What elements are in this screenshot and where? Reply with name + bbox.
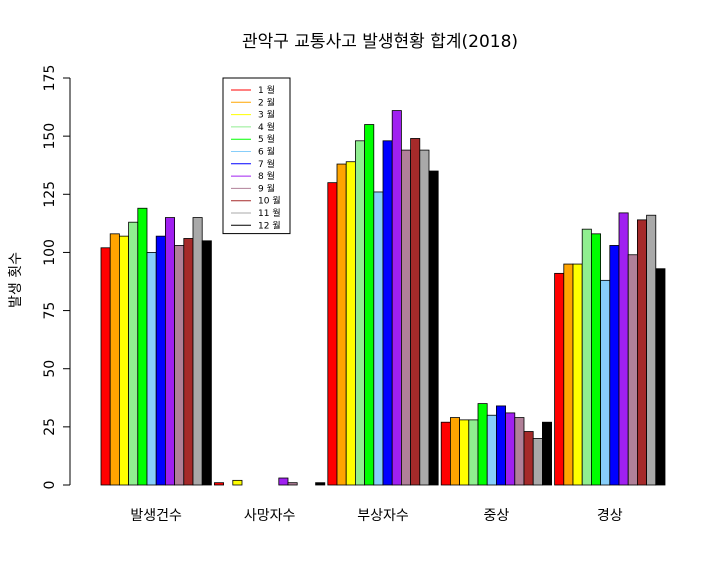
bar	[354, 140, 365, 486]
bar	[646, 214, 657, 486]
bar	[591, 233, 602, 486]
bar	[164, 217, 175, 486]
x-category-label: 경상	[597, 508, 623, 524]
legend-entry: 12 월	[258, 219, 281, 231]
y-tick-label: 50	[42, 360, 58, 378]
x-category-label: 부상자수	[357, 508, 409, 524]
bar	[609, 245, 620, 486]
bar	[486, 414, 497, 486]
bar	[327, 182, 338, 486]
bar	[213, 482, 224, 486]
bar	[382, 140, 393, 486]
x-axis-labels: 발생건수 사망자수 부상자수 중상 경상	[130, 508, 622, 524]
bar	[146, 252, 157, 486]
y-tick-label: 150	[42, 123, 58, 150]
bar	[655, 268, 666, 486]
bar	[637, 219, 648, 486]
legend-entry: 9 월	[258, 182, 275, 194]
y-tick-label: 125	[42, 181, 58, 208]
bar	[192, 217, 203, 486]
bar	[449, 417, 460, 486]
legend-entry: 5 월	[258, 133, 275, 145]
y-axis-label: 발생 횟수	[8, 252, 24, 308]
bar	[563, 263, 574, 486]
bars	[100, 110, 666, 486]
bar	[336, 163, 347, 486]
bar	[419, 149, 430, 486]
bar	[468, 419, 479, 486]
legend-entry: 10 월	[258, 195, 281, 207]
bar	[400, 149, 411, 486]
chart-title: 관악구 교통사고 발생현황 합계(2018)	[242, 32, 518, 52]
x-category-label: 발생건수	[130, 508, 182, 524]
legend-entry: 3 월	[258, 109, 275, 121]
bar	[278, 477, 289, 486]
bar	[428, 170, 439, 486]
bar	[532, 438, 543, 486]
bar	[505, 412, 516, 486]
legend-entry: 2 월	[258, 96, 275, 108]
legend-entry: 1 월	[258, 84, 275, 96]
bar	[109, 233, 120, 486]
bar	[364, 124, 375, 486]
bar	[137, 207, 148, 486]
bar	[201, 240, 212, 486]
bar	[618, 212, 629, 486]
bar	[600, 279, 611, 486]
legend: 1 월2 월3 월4 월5 월6 월7 월8 월9 월10 월11 월12 월	[222, 77, 291, 235]
legend-entry: 11 월	[258, 207, 281, 219]
bar	[315, 482, 326, 486]
bar	[174, 245, 185, 486]
y-tick-label: 25	[42, 418, 58, 436]
bar	[572, 263, 583, 486]
legend-entry: 6 월	[258, 146, 275, 158]
y-tick-label: 100	[42, 239, 58, 266]
bar	[459, 419, 470, 486]
bar	[410, 138, 421, 486]
bar	[119, 235, 130, 486]
bar	[477, 403, 488, 486]
bar	[627, 254, 638, 486]
legend-entry: 7 월	[258, 158, 275, 170]
bar	[581, 228, 592, 486]
bar	[495, 405, 506, 486]
bar	[373, 191, 384, 486]
bar	[554, 272, 565, 486]
x-category-label: 중상	[484, 508, 510, 524]
bar	[183, 238, 194, 486]
legend-entry: 4 월	[258, 121, 275, 133]
bar	[514, 417, 525, 486]
y-tick-label: 75	[42, 302, 58, 320]
y-tick-label: 175	[42, 65, 58, 92]
bar	[391, 110, 402, 486]
y-tick-label: 0	[42, 481, 58, 490]
bar	[523, 431, 534, 486]
bar	[155, 235, 166, 486]
y-axis: 0 25 50 75 100 125 150 175	[42, 65, 71, 490]
x-category-label: 사망자수	[244, 508, 296, 524]
bar	[542, 421, 553, 486]
bar	[128, 221, 139, 486]
bar	[232, 479, 243, 486]
bar	[287, 482, 298, 486]
bar	[345, 161, 356, 486]
legend-box	[222, 77, 291, 235]
bar	[440, 421, 451, 486]
bar	[100, 247, 111, 486]
legend-entry: 8 월	[258, 170, 275, 182]
